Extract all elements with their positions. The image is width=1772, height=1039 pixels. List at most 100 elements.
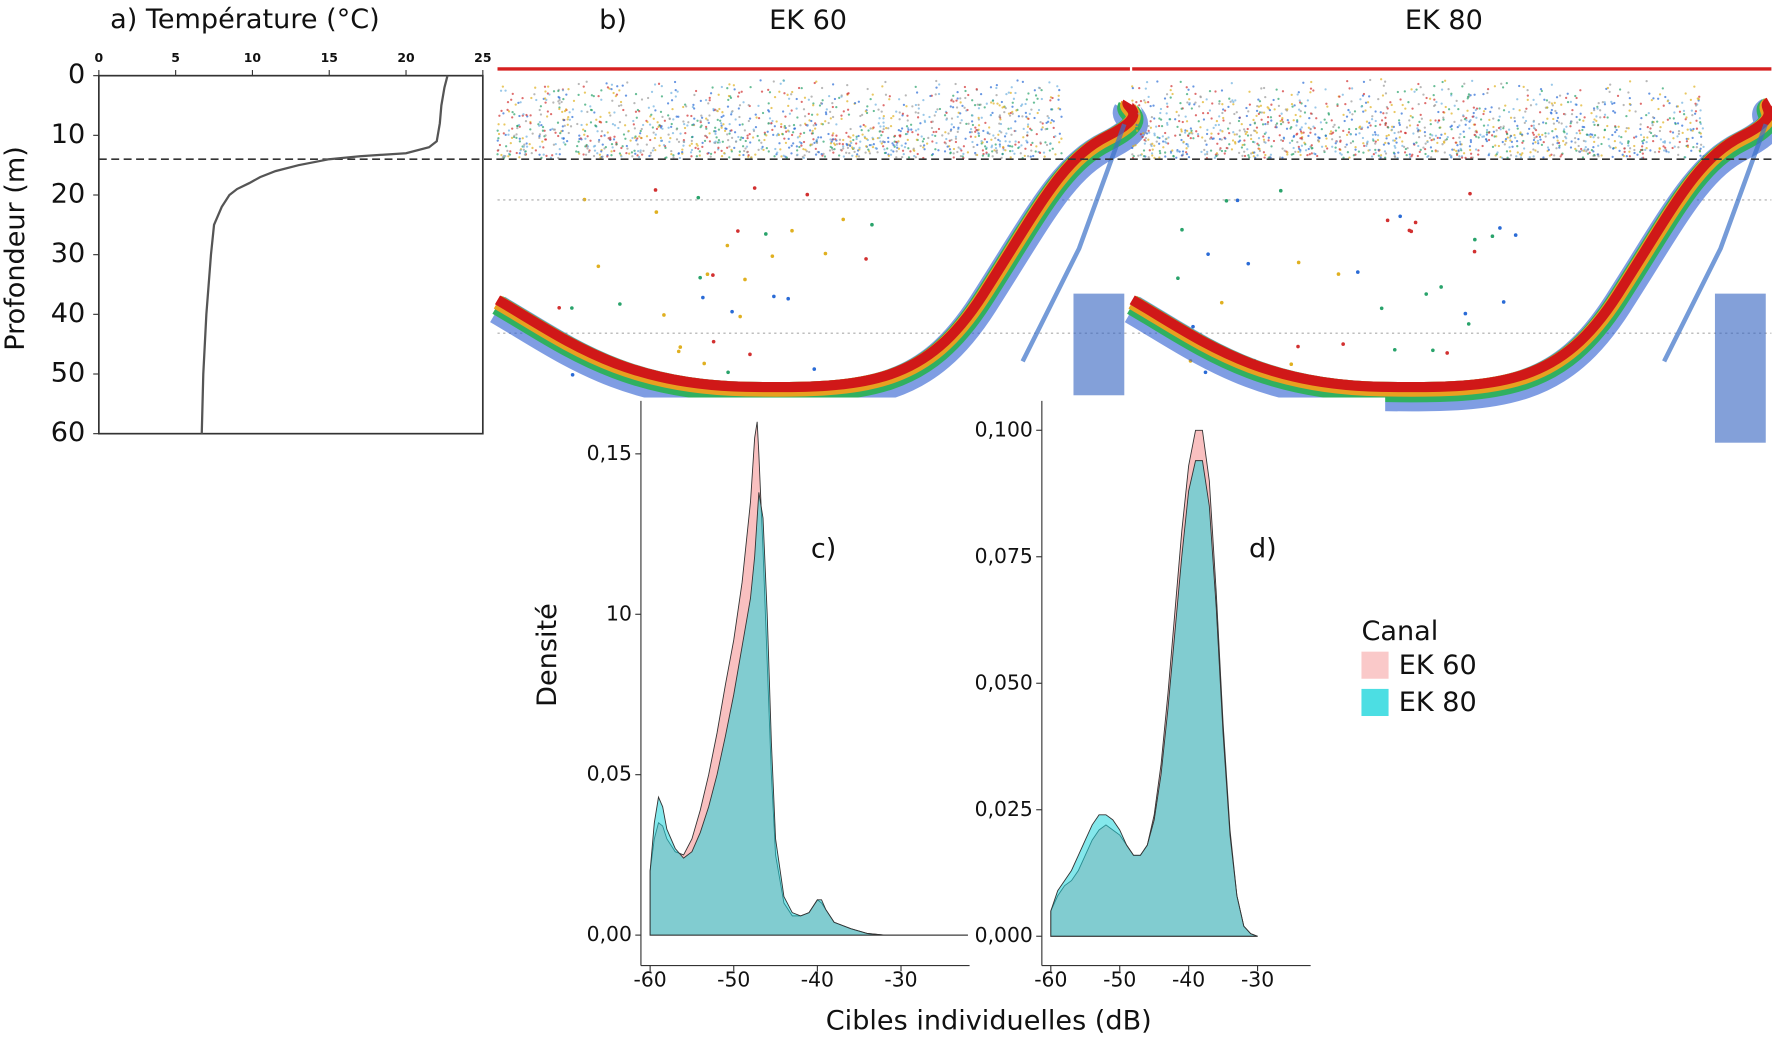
echo-dot bbox=[1175, 110, 1178, 114]
fish-echo bbox=[705, 272, 710, 277]
x-tick-label: -60 bbox=[634, 967, 667, 991]
echo-dot bbox=[1184, 129, 1187, 132]
echo-dot bbox=[1169, 96, 1172, 99]
echo-dot bbox=[748, 132, 751, 136]
echo-dot bbox=[1011, 149, 1014, 153]
echo-dot bbox=[846, 146, 850, 150]
echo-dot bbox=[983, 106, 986, 109]
echo-dot bbox=[1008, 114, 1012, 117]
echo-dot bbox=[1607, 137, 1610, 141]
echo-dot bbox=[1172, 155, 1175, 158]
echo-dot bbox=[916, 116, 920, 119]
echo-dot bbox=[511, 116, 514, 119]
echo-dot bbox=[634, 152, 637, 155]
echo-dot bbox=[640, 127, 643, 131]
echo-dot bbox=[592, 145, 596, 148]
y-tick-label: 0,050 bbox=[975, 670, 1033, 694]
echo-dot bbox=[955, 99, 958, 102]
echo-dot bbox=[994, 146, 998, 150]
echo-dot bbox=[841, 143, 844, 146]
echo-dot bbox=[632, 119, 635, 123]
echo-dot bbox=[613, 111, 616, 114]
echo-dot bbox=[760, 141, 763, 144]
water-column-echo bbox=[1073, 293, 1125, 396]
echo-dot bbox=[1516, 98, 1519, 101]
echo-dot bbox=[1223, 152, 1226, 155]
echo-dot bbox=[1205, 143, 1208, 146]
echo-dot bbox=[1354, 148, 1357, 151]
echo-dot bbox=[1049, 121, 1052, 124]
echo-dot bbox=[1052, 126, 1055, 130]
echo-dot bbox=[544, 138, 548, 141]
echo-dot bbox=[1181, 150, 1185, 153]
echo-dot bbox=[1036, 111, 1039, 115]
echo-dot bbox=[1597, 136, 1600, 139]
echo-dot bbox=[723, 151, 726, 155]
echo-dot bbox=[803, 154, 806, 157]
echo-dot bbox=[887, 140, 890, 144]
echo-dot bbox=[1259, 104, 1263, 107]
echo-dot bbox=[762, 148, 765, 152]
echo-dot bbox=[659, 110, 663, 113]
echo-dot bbox=[515, 133, 518, 136]
echo-dot bbox=[611, 99, 614, 102]
echo-dot bbox=[1570, 120, 1573, 123]
echo-dot bbox=[979, 93, 983, 96]
echo-dot bbox=[1320, 145, 1324, 148]
fish-echo bbox=[1385, 218, 1390, 223]
echo-dot bbox=[1208, 90, 1212, 93]
echo-dot bbox=[1346, 79, 1349, 83]
echo-dot bbox=[1573, 136, 1577, 140]
echo-dot bbox=[1603, 128, 1607, 131]
echo-dot bbox=[1243, 130, 1247, 133]
echo-dot bbox=[506, 100, 510, 104]
echo-dot bbox=[813, 81, 816, 85]
echo-dot bbox=[935, 79, 938, 83]
echo-dot bbox=[1459, 143, 1462, 146]
echo-dot bbox=[678, 156, 682, 160]
echo-dot bbox=[831, 148, 834, 151]
echo-dot bbox=[1628, 155, 1632, 158]
echo-dot bbox=[922, 146, 925, 149]
echo-dot bbox=[804, 148, 807, 151]
echo-dot bbox=[1149, 104, 1152, 108]
echo-dot bbox=[864, 110, 867, 113]
echo-dot bbox=[714, 126, 717, 129]
echo-dot bbox=[1132, 155, 1135, 158]
echo-dot bbox=[904, 94, 907, 97]
echo-dot bbox=[709, 92, 713, 95]
echo-dot bbox=[944, 142, 947, 145]
echo-dot bbox=[916, 152, 919, 156]
echo-dot bbox=[1286, 108, 1289, 111]
echo-dot bbox=[1264, 122, 1267, 126]
legend-label: EK 60 bbox=[1399, 650, 1477, 681]
echo-dot bbox=[1560, 153, 1563, 156]
echo-dot bbox=[609, 114, 612, 117]
echo-dot bbox=[891, 142, 894, 145]
echo-dot bbox=[1277, 104, 1281, 107]
echo-dot bbox=[796, 149, 799, 152]
echo-dot bbox=[933, 114, 936, 117]
echo-dot bbox=[708, 132, 711, 135]
echo-dot bbox=[983, 145, 987, 148]
echo-dot bbox=[1545, 106, 1549, 109]
echo-dot bbox=[1468, 145, 1472, 148]
echo-dot bbox=[1350, 118, 1354, 121]
echo-dot bbox=[998, 129, 1001, 133]
echo-dot bbox=[1010, 86, 1013, 89]
echo-dot bbox=[985, 147, 988, 151]
legend-swatch bbox=[1361, 688, 1389, 717]
echo-dot bbox=[1368, 148, 1371, 152]
echo-dot bbox=[880, 134, 883, 137]
echo-dot bbox=[557, 134, 560, 138]
echo-dot bbox=[1648, 130, 1651, 133]
echo-dot bbox=[1000, 131, 1003, 134]
echo-dot bbox=[1134, 144, 1137, 147]
echo-dot bbox=[1286, 151, 1289, 154]
echo-dot bbox=[998, 115, 1001, 118]
echo-dot bbox=[1406, 146, 1409, 150]
echo-dot bbox=[619, 100, 623, 104]
echo-dot bbox=[882, 104, 885, 107]
seabed-echo bbox=[494, 99, 1139, 393]
echo-dot bbox=[552, 101, 555, 104]
